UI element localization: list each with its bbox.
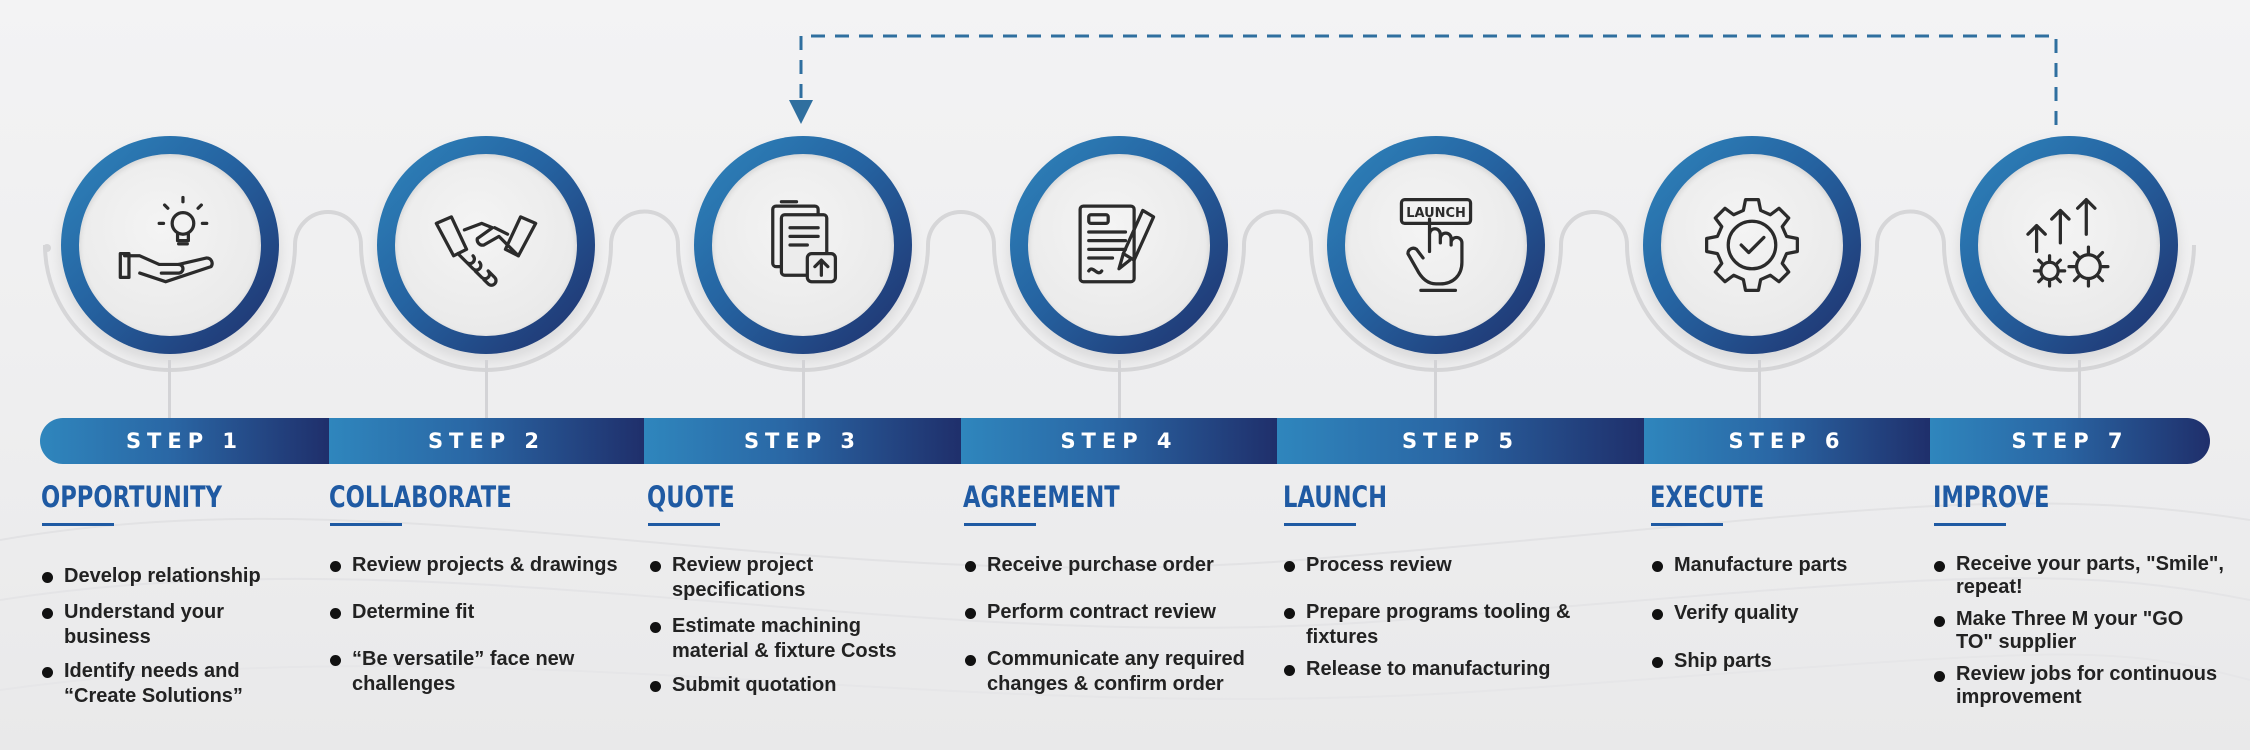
connector-bridge xyxy=(1875,209,1946,246)
step-2-label: STEP 2 xyxy=(427,429,546,453)
step-6-circle xyxy=(1643,136,1861,354)
step-3-label: STEP 3 xyxy=(743,429,862,453)
list-item: Receive purchase order xyxy=(965,553,1265,578)
step-3-circle xyxy=(694,136,912,354)
step-1-title: OPPORTUNITY xyxy=(41,480,222,514)
list-item: Verify quality xyxy=(1652,601,1912,626)
list-item: Estimate machining material & fixture Co… xyxy=(650,614,910,664)
connector-bridge xyxy=(293,210,363,246)
track-start-dot xyxy=(43,244,51,252)
list-item: Process review xyxy=(1284,553,1594,578)
step-7-title: IMPROVE xyxy=(1933,480,2050,514)
list-item: Manufacture parts xyxy=(1652,553,1912,578)
feedback-arrowhead-icon xyxy=(789,100,813,124)
connector-arc xyxy=(1625,244,1879,372)
list-item: Release to manufacturing xyxy=(1284,657,1594,682)
list-item: Review jobs for continuous improvement xyxy=(1934,663,2224,709)
list-item: Develop relationship xyxy=(42,564,302,589)
document-upload-icon xyxy=(771,200,838,284)
step-4-label: STEP 4 xyxy=(1060,429,1178,453)
contract-pen-icon xyxy=(1078,204,1156,284)
step-5-title: LAUNCH xyxy=(1283,480,1388,514)
step-1-circle xyxy=(61,136,279,354)
step-6-label: STEP 6 xyxy=(1728,429,1846,453)
lightbulb-hand-icon xyxy=(118,195,214,284)
connector-bridge xyxy=(1559,210,1629,246)
step-6-bullets: Manufacture parts Verify quality Ship pa… xyxy=(1652,553,1912,674)
step-4-circle xyxy=(1010,136,1228,354)
gears-arrows-up-icon xyxy=(2026,198,2110,288)
connector-bridge xyxy=(926,210,996,246)
gear-check-icon xyxy=(1705,198,1799,292)
step-1-label: STEP 1 xyxy=(125,429,244,453)
list-item: Communicate any required changes & confi… xyxy=(965,647,1265,697)
handshake-icon xyxy=(434,215,538,287)
svg-text:LAUNCH: LAUNCH xyxy=(1406,206,1466,221)
step-6-title: EXECUTE xyxy=(1650,480,1765,514)
step-3-bullets: Review project specifications Estimate m… xyxy=(650,553,910,698)
step-2-circle xyxy=(377,136,595,354)
feedback-dashed-line xyxy=(799,34,2058,125)
connector-arc xyxy=(1942,244,2196,372)
step-6-band: STEP 6 xyxy=(1644,418,1930,464)
step-3-title: QUOTE xyxy=(647,480,735,514)
list-item: Perform contract review xyxy=(965,600,1265,625)
list-item: Identify needs and “Create Solutions” xyxy=(42,659,302,709)
list-item: Ship parts xyxy=(1652,649,1912,674)
list-item: Review project specifications xyxy=(650,553,910,603)
step-7-circle xyxy=(1960,136,2178,354)
list-item: Make Three M your "GO TO" supplier xyxy=(1934,608,2224,654)
connector-bridge xyxy=(1242,209,1313,246)
step-5-bullets: Process review Prepare programs tooling … xyxy=(1284,553,1594,682)
step-1-bullets: Develop relationship Understand your bus… xyxy=(42,564,302,709)
step-5-band: STEP 5 xyxy=(1277,418,1644,464)
step-4-title: AGREEMENT xyxy=(963,480,1120,514)
step-3-band: STEP 3 xyxy=(644,418,961,464)
step-5-circle: LAUNCH xyxy=(1327,136,1545,354)
list-item: Review projects & drawings xyxy=(330,553,630,578)
list-item: Determine fit xyxy=(330,600,630,625)
step-2-band: STEP 2 xyxy=(329,418,644,464)
list-item: “Be versatile” face new challenges xyxy=(330,647,630,697)
list-item: Understand your business xyxy=(42,600,302,650)
list-item: Submit quotation xyxy=(650,673,910,698)
launch-button-icon: LAUNCH xyxy=(1399,198,1473,292)
step-2-title: COLLABORATE xyxy=(329,480,512,514)
step-4-bullets: Receive purchase order Perform contract … xyxy=(965,553,1265,697)
step-7-bullets: Receive your parts, "Smile", repeat! Mak… xyxy=(1934,553,2224,709)
step-5-label: STEP 5 xyxy=(1401,429,1520,453)
connector-bridge xyxy=(609,209,680,246)
step-1-band: STEP 1 xyxy=(40,418,329,464)
step-2-bullets: Review projects & drawings Determine fit… xyxy=(330,553,630,697)
list-item: Prepare programs tooling & fixtures xyxy=(1284,600,1594,650)
step-7-band: STEP 7 xyxy=(1930,418,2210,464)
list-item: Receive your parts, "Smile", repeat! xyxy=(1934,553,2224,599)
step-7-label: STEP 7 xyxy=(2011,429,2129,453)
step-4-band: STEP 4 xyxy=(961,418,1277,464)
